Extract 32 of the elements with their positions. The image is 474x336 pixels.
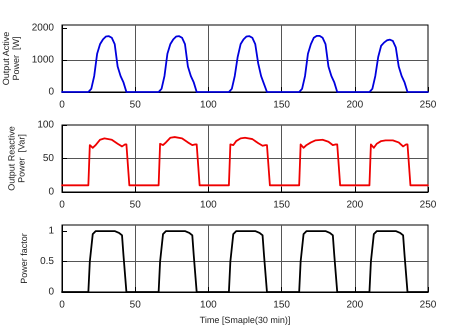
- line-series: [61, 136, 429, 186]
- x-tick-label: 250: [420, 300, 437, 310]
- y-axis-title: Power factor: [19, 233, 30, 284]
- y-tick-label: 0: [48, 186, 54, 198]
- x-tick-label: 250: [420, 100, 437, 110]
- x-tick-label: 250: [420, 200, 437, 210]
- y-tick-label: 1000: [32, 54, 54, 66]
- x-tick-label: 200: [346, 200, 364, 210]
- y-tick-label: 0: [48, 286, 54, 298]
- y-tick-label: 2000: [32, 22, 54, 34]
- y-tick-label: 50: [42, 153, 54, 164]
- x-tick-label: 0: [59, 100, 66, 110]
- x-tick-label: 0: [59, 200, 66, 210]
- x-tick-label: 50: [130, 300, 142, 310]
- x-tick-label: 150: [273, 300, 290, 310]
- x-tick-label: 100: [200, 300, 218, 310]
- y-tick-label: 1: [48, 226, 54, 237]
- x-tick-label: 0: [59, 300, 66, 310]
- y-tick-label: 100: [37, 120, 54, 130]
- x-tick-label: 100: [200, 100, 218, 110]
- y-axis-title: Output Active Power [W]: [0, 32, 21, 86]
- y-axis-title: Output Reactive Power [Var]: [6, 126, 26, 191]
- x-tick-label: 150: [273, 200, 290, 210]
- x-tick-label: 150: [273, 100, 290, 110]
- x-tick-label: 100: [200, 200, 218, 210]
- x-axis-title: Time [Smaple(30 min)]: [200, 314, 290, 325]
- x-tick-label: 200: [346, 100, 364, 110]
- y-tick-label: 0.5: [40, 256, 54, 268]
- x-tick-label: 200: [346, 300, 364, 310]
- y-tick-label: 0: [48, 86, 54, 98]
- x-tick-label: 50: [130, 100, 142, 110]
- x-tick-label: 50: [130, 200, 142, 210]
